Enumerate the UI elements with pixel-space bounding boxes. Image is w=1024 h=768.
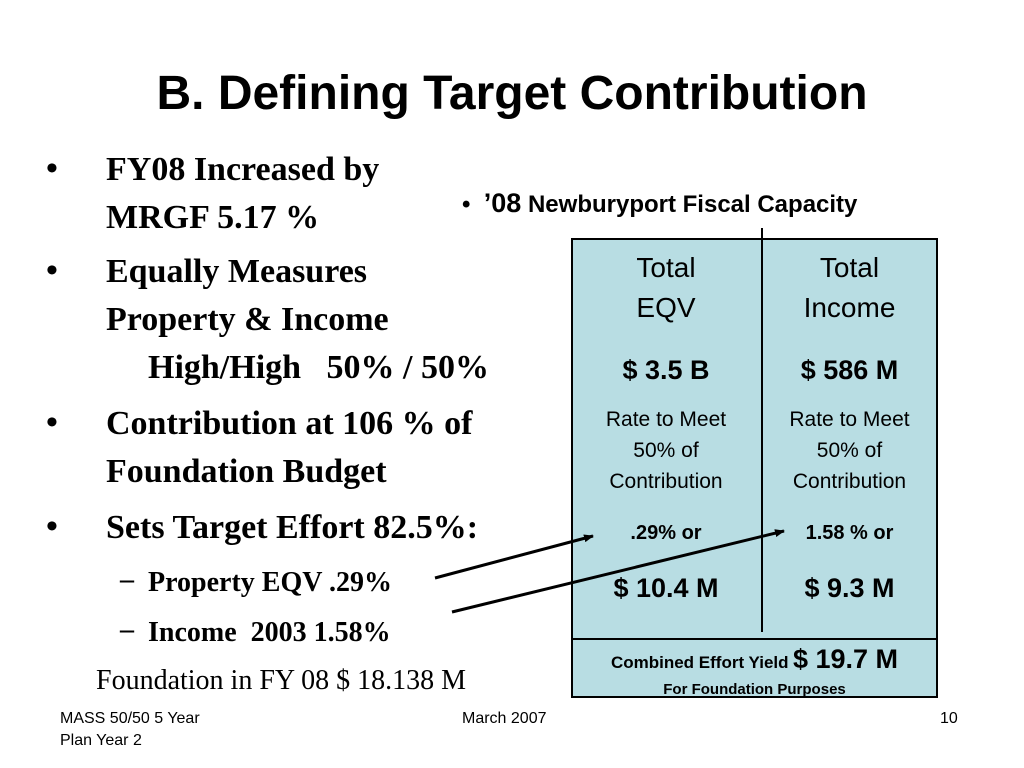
- bullet-dot: •: [462, 191, 484, 218]
- column-eqv-header: Total EQV: [573, 248, 759, 328]
- sub-bullet-income: Income 2003 1.58%: [148, 617, 391, 648]
- bullet-target-effort-line1: Sets Target Effort 82.5%:: [106, 509, 479, 546]
- footer-left-line2: Plan Year 2: [60, 732, 142, 749]
- column-income-header: Total Income: [761, 248, 938, 328]
- foundation-note: Foundation in FY 08 $ 18.138 M: [96, 665, 466, 696]
- bullet-equally-measures: Equally Measures Property & Income High/…: [106, 248, 489, 392]
- bullet-dot: •: [46, 150, 58, 187]
- fiscal-capacity-label: Newburyport Fiscal Capacity: [527, 191, 858, 218]
- eqv-rate-label: Rate to Meet 50% of Contribution: [573, 404, 759, 497]
- fiscal-capacity-heading: • ’08 Newburyport Fiscal Capacity: [462, 186, 857, 222]
- footer-left-line1: MASS 50/50 5 Year: [60, 710, 200, 727]
- combined-effort-yield: Combined Effort Yield $ 19.7 M: [573, 644, 936, 675]
- bullet-contribution-line2: Foundation Budget: [106, 453, 387, 490]
- bullet-fy08: FY08 Increased by MRGF 5.17 %: [106, 146, 379, 242]
- bullet-contribution-line1: Contribution at 106 % of: [106, 405, 473, 442]
- fiscal-year: ’08: [483, 188, 522, 218]
- bullet-dot: •: [46, 508, 58, 545]
- column-income-header-line1: Total: [819, 252, 880, 283]
- income-rate-label: Rate to Meet 50% of Contribution: [761, 404, 938, 497]
- income-contribution-amount: $ 9.3 M: [804, 573, 895, 603]
- eqv-rate-line2: 50% of: [633, 439, 699, 462]
- column-eqv-header-line1: Total: [636, 252, 696, 283]
- column-eqv-header-line2: EQV: [636, 292, 696, 323]
- footer-left: MASS 50/50 5 Year Plan Year 2: [60, 708, 200, 752]
- bullet-target-effort: Sets Target Effort 82.5%:: [106, 504, 478, 552]
- column-divider: [761, 228, 763, 632]
- sub-bullet-dash: –: [120, 564, 134, 595]
- fiscal-capacity-table: Total EQV $ 3.5 B Rate to Meet 50% of Co…: [571, 228, 938, 698]
- eqv-contribution-amount: $ 10.4 M: [613, 573, 719, 603]
- eqv-rate-percent: .29% or: [630, 522, 702, 544]
- eqv-rate-line1: Rate to Meet: [605, 408, 727, 431]
- bullet-equally-line2: Property & Income: [106, 301, 389, 338]
- income-rate-percent: 1.58 % or: [805, 522, 894, 544]
- income-rate-line2: 50% of: [816, 439, 883, 462]
- eqv-total-value: $ 3.5 B: [622, 355, 710, 385]
- combined-effort-label: Combined Effort Yield: [610, 653, 789, 672]
- combined-effort-value: $ 19.7 M: [792, 644, 899, 674]
- bullet-equally-line3: High/High 50% / 50%: [148, 349, 489, 386]
- bullet-fy08-line1: FY08 Increased by: [106, 151, 380, 188]
- sub-bullet-dash: –: [120, 614, 134, 645]
- slide-title: B. Defining Target Contribution: [156, 67, 868, 120]
- row-divider: [573, 638, 936, 640]
- income-rate-line1: Rate to Meet: [789, 408, 910, 431]
- sub-bullet-property: Property EQV .29%: [148, 567, 392, 598]
- eqv-rate-line3: Contribution: [609, 470, 723, 493]
- column-income-header-line2: Income: [803, 292, 896, 323]
- foundation-purposes-label: For Foundation Purposes: [663, 681, 846, 698]
- bullet-contribution: Contribution at 106 % of Foundation Budg…: [106, 400, 472, 496]
- bullet-fy08-line2: MRGF 5.17 %: [106, 199, 320, 236]
- income-total-value: $ 586 M: [800, 355, 899, 385]
- page-number: 10: [940, 710, 958, 727]
- bullet-dot: •: [46, 252, 58, 289]
- income-rate-line3: Contribution: [792, 470, 907, 493]
- bullet-dot: •: [46, 404, 58, 441]
- bullet-equally-line1: Equally Measures: [106, 253, 368, 290]
- footer-date: March 2007: [462, 710, 547, 727]
